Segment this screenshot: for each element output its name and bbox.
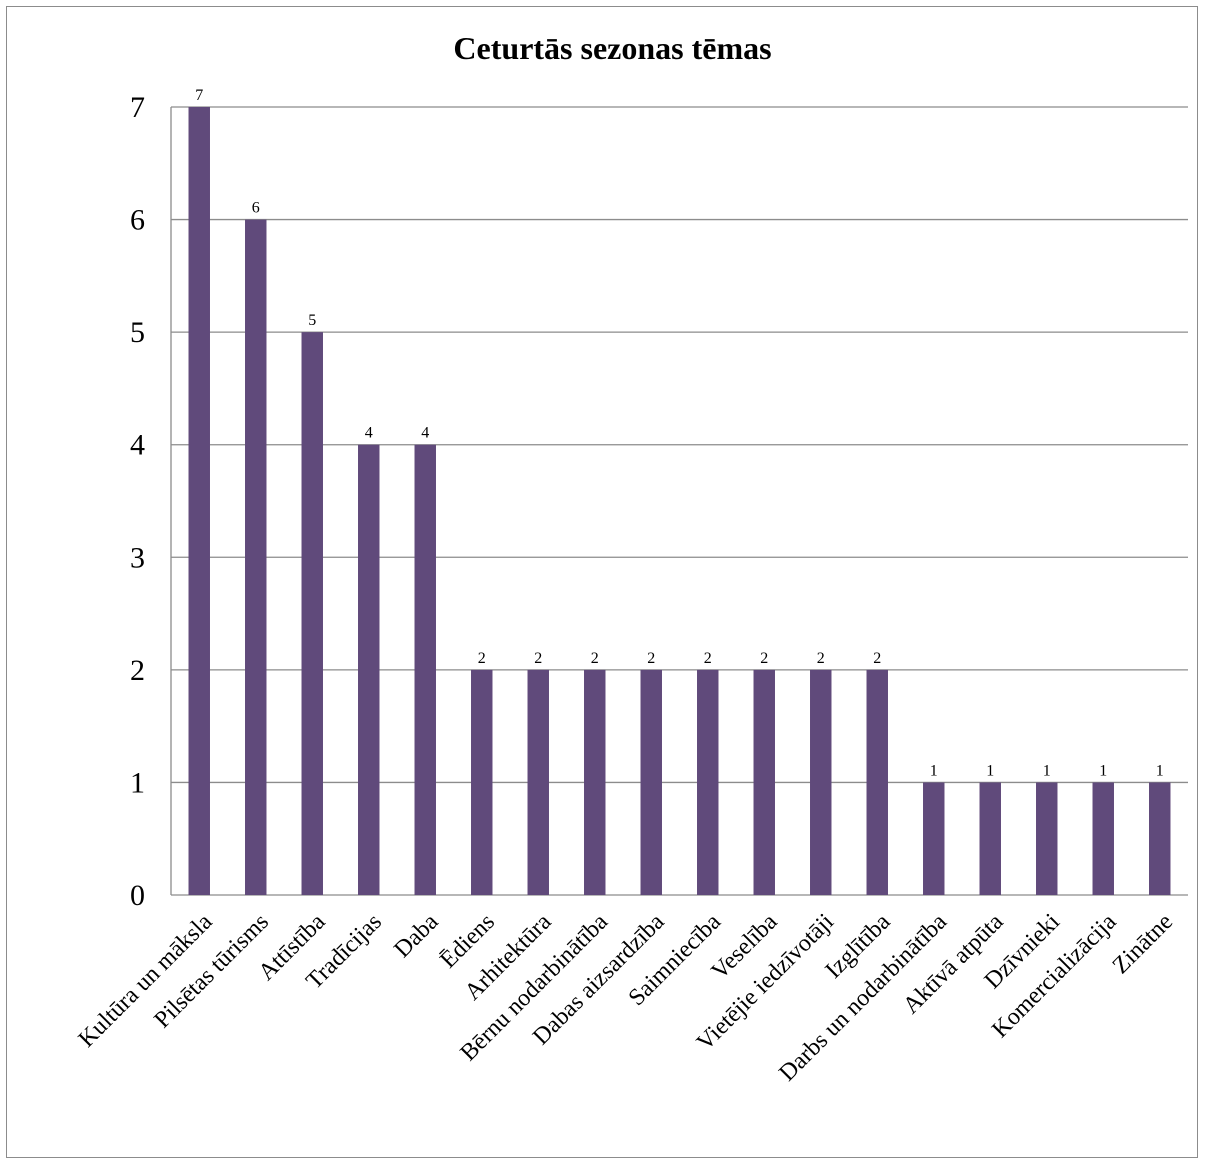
chart-title: Ceturtās sezonas tēmas bbox=[453, 30, 772, 66]
bar bbox=[1092, 782, 1114, 895]
y-axis-ticks: 0 1 2 3 4 5 6 7 bbox=[130, 91, 145, 912]
y-tick-label: 0 bbox=[130, 879, 145, 912]
bar bbox=[301, 332, 323, 896]
bar bbox=[640, 669, 662, 895]
y-tick-label: 7 bbox=[130, 91, 145, 124]
data-label: 5 bbox=[308, 312, 316, 329]
data-label: 4 bbox=[421, 425, 429, 442]
bar bbox=[188, 107, 210, 895]
data-label: 2 bbox=[534, 650, 542, 667]
bar bbox=[1149, 782, 1171, 895]
y-tick-label: 2 bbox=[130, 654, 145, 687]
data-label: 1 bbox=[930, 762, 938, 779]
bar bbox=[584, 669, 606, 895]
data-label: 1 bbox=[1156, 762, 1164, 779]
bar bbox=[414, 444, 436, 895]
bars bbox=[188, 107, 1171, 896]
bar bbox=[753, 669, 775, 895]
data-label: 1 bbox=[1043, 762, 1051, 779]
bar bbox=[979, 782, 1001, 895]
data-label: 4 bbox=[365, 425, 373, 442]
data-label: 2 bbox=[478, 650, 486, 667]
gridlines bbox=[170, 106, 1188, 896]
y-tick-label: 1 bbox=[130, 766, 145, 799]
bar bbox=[527, 669, 549, 895]
data-label: 6 bbox=[252, 200, 260, 217]
data-labels: 7 6 5 4 4 2 2 2 2 2 2 2 2 1 1 1 1 1 bbox=[195, 87, 1164, 779]
data-label: 2 bbox=[873, 650, 881, 667]
bar bbox=[697, 669, 719, 895]
y-tick-label: 6 bbox=[130, 204, 145, 237]
data-label: 2 bbox=[647, 650, 655, 667]
bar bbox=[245, 219, 267, 896]
data-label: 2 bbox=[704, 650, 712, 667]
bar bbox=[810, 669, 832, 895]
data-label: 2 bbox=[817, 650, 825, 667]
bar bbox=[471, 669, 493, 895]
x-tick-label: Zinātne bbox=[1108, 909, 1178, 979]
y-tick-label: 4 bbox=[130, 429, 145, 462]
bar bbox=[358, 444, 380, 895]
data-label: 1 bbox=[986, 762, 994, 779]
y-tick-label: 5 bbox=[130, 316, 145, 349]
bar bbox=[923, 782, 945, 895]
data-label: 1 bbox=[1099, 762, 1107, 779]
data-label: 7 bbox=[195, 87, 203, 104]
bar bbox=[866, 669, 888, 895]
data-label: 2 bbox=[760, 650, 768, 667]
y-tick-label: 3 bbox=[130, 541, 145, 574]
data-label: 2 bbox=[591, 650, 599, 667]
bar bbox=[1036, 782, 1058, 895]
